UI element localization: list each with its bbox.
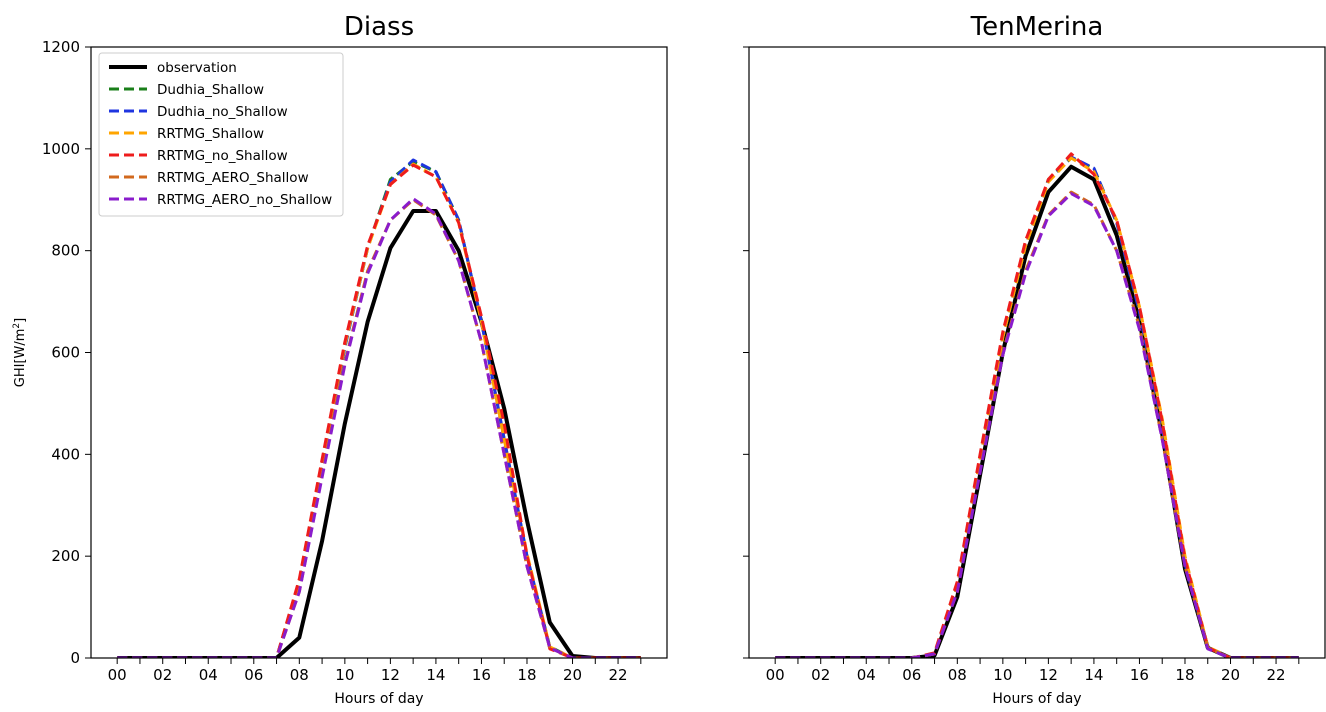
y-axis-label-end: ] [13,318,28,323]
x-tick-label: 20 [1221,666,1240,684]
x-tick-label: 06 [244,666,263,684]
chart-title: Diass [344,12,414,42]
x-tick-label: 20 [563,666,582,684]
x-tick-label: 06 [902,666,921,684]
y-tick-label: 1000 [42,140,80,158]
x-tick-label: 02 [153,666,172,684]
y-tick-label: 0 [70,649,80,667]
x-tick-label: 14 [1084,666,1103,684]
x-tick-label: 16 [472,666,491,684]
plot-frame [748,46,1326,659]
panel-tenmerina: TenMerina 00 02 04 06 08 10 12 14 16 18 20 22 Hours o… [743,12,1326,707]
legend-label: RRTMG_AERO_Shallow [157,170,309,186]
x-tick-label: 12 [1039,666,1058,684]
y-axis-label-sup: 2 [12,323,22,329]
series-line-rrtmg-no-shallow [117,163,641,658]
x-tick-label: 02 [811,666,830,684]
panel-diass: Diass 0 200 400 600 800 1000 1200 00 02 04 06 08 10 12… [12,12,668,707]
y-tick-label: 400 [51,445,80,463]
series-line-rrtmg-shallow [775,156,1299,658]
y-tick-label: 200 [51,547,80,565]
legend-label: RRTMG_no_Shallow [157,148,288,164]
x-tick-label: 22 [609,666,628,684]
x-tick-label: 18 [517,666,536,684]
series-line-dudhia-shallow [117,160,641,658]
chart-title: TenMerina [970,12,1104,42]
legend-label: RRTMG_Shallow [157,126,264,142]
x-tick-label: 08 [290,666,309,684]
legend-label: Dudhia_no_Shallow [157,104,288,120]
series-line-rrtmg-aero-shallow [117,198,641,658]
x-tick-label: 18 [1175,666,1194,684]
y-axis-label: GHI[W/m2] [12,318,28,387]
x-tick-label: 12 [381,666,400,684]
legend-box [98,52,344,217]
x-tick-label: 14 [426,666,445,684]
y-tick-label: 600 [51,344,80,362]
x-tick-label: 10 [993,666,1012,684]
x-tick-label: 16 [1130,666,1149,684]
series-line-observation [117,209,641,658]
y-tick-label: 1200 [42,38,80,56]
series-line-dudhia-no-shallow [775,155,1299,658]
y-tick-label: 800 [51,242,80,260]
x-axis-label: Hours of day [992,691,1081,707]
legend-label: RRTMG_AERO_no_Shallow [157,192,332,208]
x-axis-label: Hours of day [334,691,423,707]
series-line-rrtmg-shallow [117,162,641,658]
series-line-rrtmg-aero-no-shallow [775,192,1299,658]
series-line-rrtmg-aero-no-shallow [117,197,641,658]
plot-frame [90,46,668,659]
x-tick-label: 10 [335,666,354,684]
x-tick-label: 22 [1267,666,1286,684]
x-tick-label: 00 [108,666,127,684]
legend-label: observation [157,60,237,76]
legend-label: Dudhia_Shallow [157,82,264,98]
y-axis-label-main: GHI[W/m [13,329,28,388]
x-tick-label: 04 [199,666,218,684]
series-line-dudhia-no-shallow [117,158,641,658]
series-line-rrtmg-aero-shallow [775,190,1299,658]
x-tick-label: 08 [948,666,967,684]
x-tick-label: 00 [766,666,785,684]
x-tick-label: 04 [857,666,876,684]
series-line-dudhia-shallow [775,156,1299,658]
